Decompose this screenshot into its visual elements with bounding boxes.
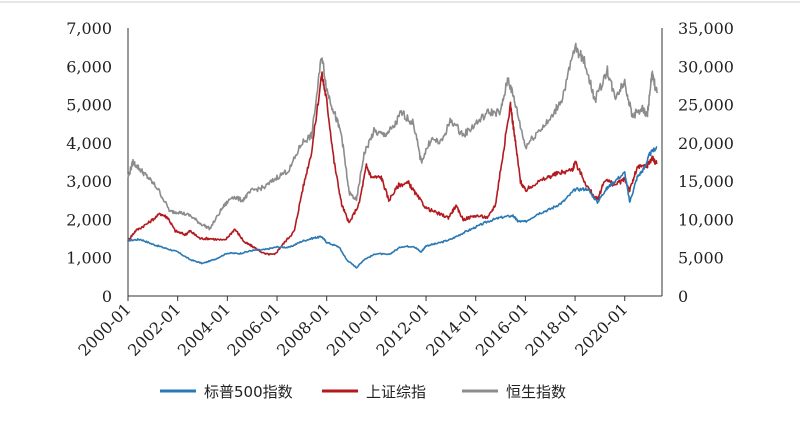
legend-label-1: 上证综指: [366, 383, 426, 401]
x-tick-label: 2002-01: [124, 299, 184, 359]
left-tick-label: 6,000: [66, 57, 112, 76]
x-tick-label: 2014-01: [422, 299, 482, 359]
x-tick-label: 2020-01: [571, 299, 631, 359]
right-tick-label: 15,000: [678, 172, 734, 191]
x-tick-label: 2016-01: [472, 299, 532, 359]
x-tick-label: 2012-01: [372, 299, 432, 359]
right-tick-label: 35,000: [678, 19, 734, 38]
left-tick-label: 4,000: [66, 134, 112, 153]
left-tick-label: 0: [102, 287, 112, 306]
legend: 标普500指数 上证综指 恒生指数: [160, 383, 566, 401]
x-tick-label: 2018-01: [521, 299, 581, 359]
x-tick-label: 2010-01: [323, 299, 383, 359]
right-axis: 0 5,000 10,000 15,000 20,000 25,000 30,000 35,0…: [661, 19, 734, 306]
series-line-2: [127, 42, 658, 231]
left-tick-label: 1,000: [66, 249, 112, 268]
right-tick-label: 25,000: [678, 96, 734, 115]
legend-label-2: 恒生指数: [506, 383, 566, 401]
right-tick-label: 0: [678, 287, 688, 306]
left-tick-label: 7,000: [66, 19, 112, 38]
x-axis: 2000-012002-012004-012006-012008-012010-…: [74, 295, 662, 360]
x-tick-label: 2006-01: [223, 299, 283, 359]
series-layer: [127, 42, 658, 269]
left-tick-label: 3,000: [66, 172, 112, 191]
x-tick-label: 2008-01: [273, 299, 333, 359]
left-axis: 0 1,000 2,000 3,000 4,000 5,000 6,000 7,000: [66, 19, 129, 306]
right-tick-label: 30,000: [678, 57, 734, 76]
series-line-0: [127, 145, 658, 269]
right-tick-label: 5,000: [678, 249, 724, 268]
legend-label-0: 标普500指数: [204, 383, 293, 401]
series-line-1: [127, 71, 658, 256]
left-tick-label: 5,000: [66, 96, 112, 115]
right-tick-label: 10,000: [678, 210, 734, 229]
left-tick-label: 2,000: [66, 210, 112, 229]
x-tick-label: 2004-01: [174, 299, 234, 359]
x-tick-label: 2000-01: [74, 299, 134, 359]
right-tick-label: 20,000: [678, 134, 734, 153]
